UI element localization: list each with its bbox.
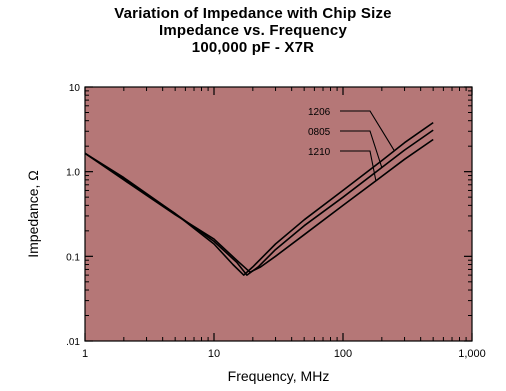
- x-tick-label: 10: [208, 348, 220, 360]
- y-tick-label: 0.1: [66, 252, 80, 263]
- series-line-1210: [84, 138, 434, 274]
- y-axis-label: Impedance, Ω: [25, 170, 41, 258]
- series-label-1206: 1206: [308, 107, 331, 118]
- chart-title-line-1: Variation of Impedance with Chip Size: [114, 5, 392, 22]
- series-label-0805: 0805: [308, 127, 331, 138]
- series-leader-1210: [340, 150, 377, 181]
- series-leader-1206: [340, 110, 395, 151]
- series-leader-0805: [340, 130, 383, 168]
- y-tick-label: .01: [66, 337, 80, 348]
- x-axis-label: Frequency, MHz: [228, 368, 330, 384]
- x-tick-label: 1: [82, 348, 88, 360]
- x-tick-label: 100: [334, 348, 352, 360]
- y-tick-label: 1.0: [66, 168, 80, 179]
- chart-title-line-3: 100,000 pF - X7R: [191, 39, 315, 56]
- plot-area: [84, 86, 473, 342]
- y-tick-label: 10: [69, 83, 81, 94]
- x-tick-label: 1,000: [458, 348, 486, 360]
- chart-title-line-2: Impedance vs. Frequency: [158, 22, 347, 39]
- series-label-1210: 1210: [308, 147, 331, 158]
